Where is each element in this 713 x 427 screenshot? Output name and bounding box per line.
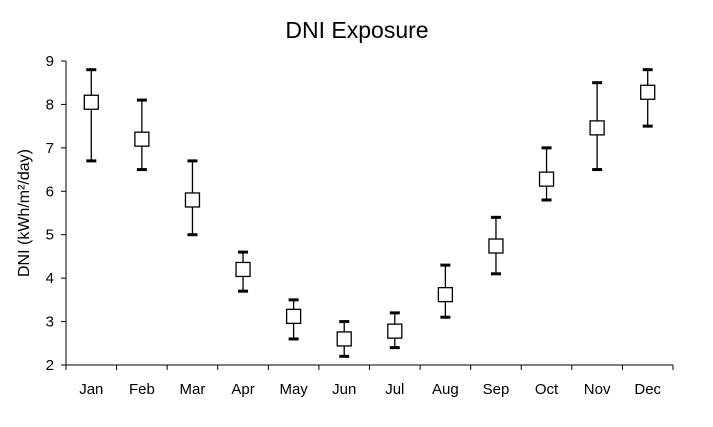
x-tick-label: Sep: [483, 381, 510, 398]
chart-title: DNI Exposure: [285, 17, 428, 43]
y-tick-label: 2: [46, 357, 54, 374]
y-tick-label: 4: [46, 270, 54, 287]
x-axis-ticks: Jan Feb Mar Apr May Jun Jul Aug Sep Oct Nov Dec: [65, 365, 674, 398]
data-point-marker: [538, 171, 555, 187]
x-tick-label: Feb: [129, 381, 155, 398]
x-tick-label: May: [279, 381, 308, 398]
data-point-marker: [640, 84, 656, 100]
y-tick-label: 6: [46, 183, 54, 200]
error-bars: [86, 68, 653, 358]
x-tick-label: Jun: [332, 381, 356, 398]
data-markers: [83, 84, 656, 347]
x-tick-label: Nov: [584, 381, 611, 398]
data-point-marker: [235, 261, 251, 278]
y-tick-label: 3: [46, 314, 54, 331]
y-tick-label: 8: [46, 96, 54, 113]
x-tick-label: Jan: [79, 381, 103, 398]
data-point-marker: [134, 131, 150, 147]
data-point-marker: [387, 323, 403, 339]
x-tick-label: Jul: [385, 381, 404, 398]
data-point-marker: [285, 308, 302, 325]
data-point-marker: [437, 286, 454, 303]
x-tick-label: Dec: [634, 381, 661, 398]
y-tick-label: 5: [46, 227, 54, 244]
data-point-marker: [589, 120, 605, 136]
y-tick-label: 7: [46, 140, 54, 157]
data-point-marker: [488, 238, 504, 254]
data-point-marker: [83, 94, 99, 110]
x-tick-label: Apr: [231, 381, 254, 398]
x-tick-label: Aug: [432, 381, 459, 398]
x-tick-label: Oct: [535, 381, 559, 398]
y-tick-label: 9: [46, 53, 54, 70]
data-point-marker: [184, 192, 201, 208]
data-point-marker: [336, 331, 352, 347]
y-axis-ticks: 2 3 4 5 6 7 8 9: [46, 53, 66, 374]
y-axis-label: DNI (kWh/m²/day): [16, 149, 33, 277]
x-tick-label: Mar: [180, 381, 206, 398]
